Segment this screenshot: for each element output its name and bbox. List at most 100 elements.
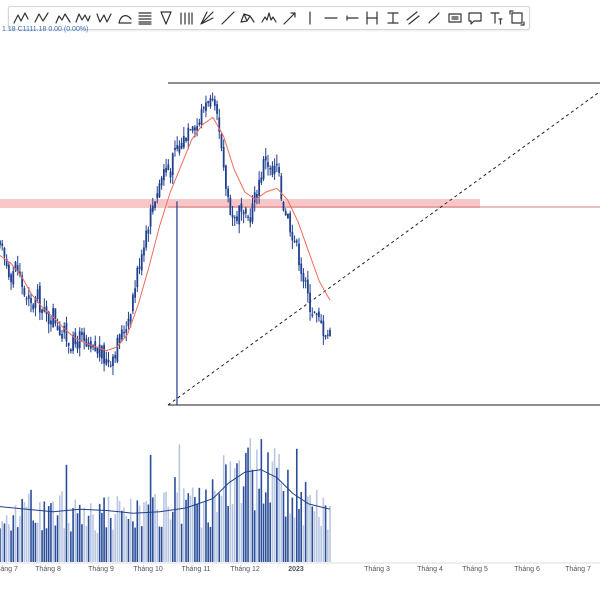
volume-bar [70, 531, 72, 562]
elliott-wave-abc-icon [34, 12, 49, 23]
moving-average-series [0, 116, 331, 352]
volume-series [0, 438, 331, 562]
text-tool-tool-button[interactable] [486, 7, 507, 29]
volume-bar [134, 527, 136, 562]
elliott-wave-123-tool-button[interactable] [11, 7, 32, 29]
volume-bar [211, 479, 214, 562]
x-tick-label: Tháng 7 [565, 566, 591, 573]
time-axis: Tháng 7 Tháng 8 Tháng 9 Tháng 10 Tháng 11 Thá… [0, 562, 600, 573]
candle-body [154, 201, 156, 208]
horizontal-line-tool-button[interactable] [321, 7, 342, 29]
drawing-lines-layer[interactable] [167, 82, 600, 406]
candle-body [262, 159, 265, 180]
candle-body [198, 122, 201, 125]
volume-bar [282, 491, 285, 562]
candle-body [242, 212, 245, 215]
price-range-tool-button[interactable] [383, 7, 404, 29]
elliott-wave-abc-tool-button[interactable] [32, 7, 53, 29]
volume-bar [322, 497, 325, 562]
candle-body [81, 332, 83, 336]
xabcd-pattern-tool-button[interactable] [238, 7, 259, 29]
zigzag-pattern-icon [117, 15, 132, 24]
callout-tool-button[interactable] [465, 7, 486, 29]
volume-bar [19, 516, 21, 562]
candle-body [311, 314, 314, 316]
candle-body [240, 203, 243, 212]
elliott-wave-wxy-icon [96, 13, 112, 23]
volume-bar [260, 439, 263, 562]
candle-body [315, 313, 318, 316]
volume-bar [236, 463, 238, 562]
fib-fan-tool-button[interactable] [135, 7, 156, 29]
elliott-wave-ace-tool-button[interactable] [52, 7, 73, 29]
candle-body [251, 203, 254, 222]
volume-bar [67, 522, 70, 562]
volume-bar [56, 515, 59, 562]
volume-bar [214, 490, 216, 562]
candle-body [127, 318, 130, 327]
candle-body [278, 167, 280, 173]
candle-body [253, 192, 256, 203]
candle-body [260, 177, 263, 183]
volume-bar [41, 530, 43, 562]
elliott-wave-wxy-tool-button[interactable] [94, 7, 115, 29]
candle-body [306, 279, 309, 294]
candle-body [112, 356, 114, 366]
trend-line-tool-button[interactable] [217, 7, 238, 29]
volume-bar [0, 528, 1, 562]
candle-body [129, 314, 132, 322]
head-shoulders-tool-button[interactable] [259, 7, 280, 29]
fib-arcs-tool-button[interactable] [176, 7, 197, 29]
volume-bar [231, 504, 234, 562]
parallel-channel-tool-button[interactable] [403, 7, 424, 29]
candle-body [151, 205, 154, 212]
volume-bar [61, 491, 63, 562]
candle-body [233, 217, 236, 219]
volume-bar [273, 448, 276, 562]
candle-body [45, 306, 48, 315]
fib-retracement-tool-button[interactable] [155, 7, 176, 29]
arrow-line-tool-button[interactable] [279, 7, 300, 29]
zigzag-pattern-tool-button[interactable] [114, 7, 135, 29]
date-range-tool-button[interactable] [362, 7, 383, 29]
candle-body [134, 288, 137, 298]
rectangle-tool-tool-button[interactable] [444, 7, 465, 29]
candle-body [78, 331, 81, 348]
candle-body [58, 326, 61, 336]
volume-bar [329, 505, 331, 562]
candle-body [189, 129, 192, 131]
volume-bar [138, 505, 141, 562]
candle-body [16, 265, 19, 273]
gann-lines-tool-button[interactable] [197, 7, 218, 29]
candle-body [273, 165, 276, 174]
volume-bar [72, 508, 74, 562]
candle-body [320, 320, 323, 323]
volume-bar [163, 492, 165, 562]
elliott-wave-abcde-tool-button[interactable] [73, 7, 94, 29]
xabcd-pattern-icon [240, 13, 255, 23]
volume-bar [1, 521, 4, 562]
ray-tool-button[interactable] [341, 7, 362, 29]
select-frame-tool-button[interactable] [506, 7, 527, 29]
volume-bar [207, 522, 209, 562]
candle-body [267, 162, 269, 167]
candle-body [249, 217, 252, 223]
volume-bar [251, 469, 254, 562]
trend-line-icon [221, 11, 235, 25]
candle-body [98, 344, 101, 358]
volume-bar [132, 521, 134, 562]
brush-tool-button[interactable] [424, 7, 445, 29]
candle-body [3, 247, 6, 257]
candle-body [94, 341, 97, 351]
candle-body [138, 266, 141, 269]
elliott-wave-123-icon [13, 12, 29, 24]
dashed-trend-line[interactable] [167, 92, 599, 406]
price-range-icon [387, 12, 399, 24]
vertical-line-tool-button[interactable] [300, 7, 321, 29]
volume-bar [45, 528, 48, 562]
volume-bar [123, 507, 125, 562]
volume-bar [14, 505, 17, 562]
candle-body [25, 298, 28, 300]
candle-body [196, 126, 199, 131]
